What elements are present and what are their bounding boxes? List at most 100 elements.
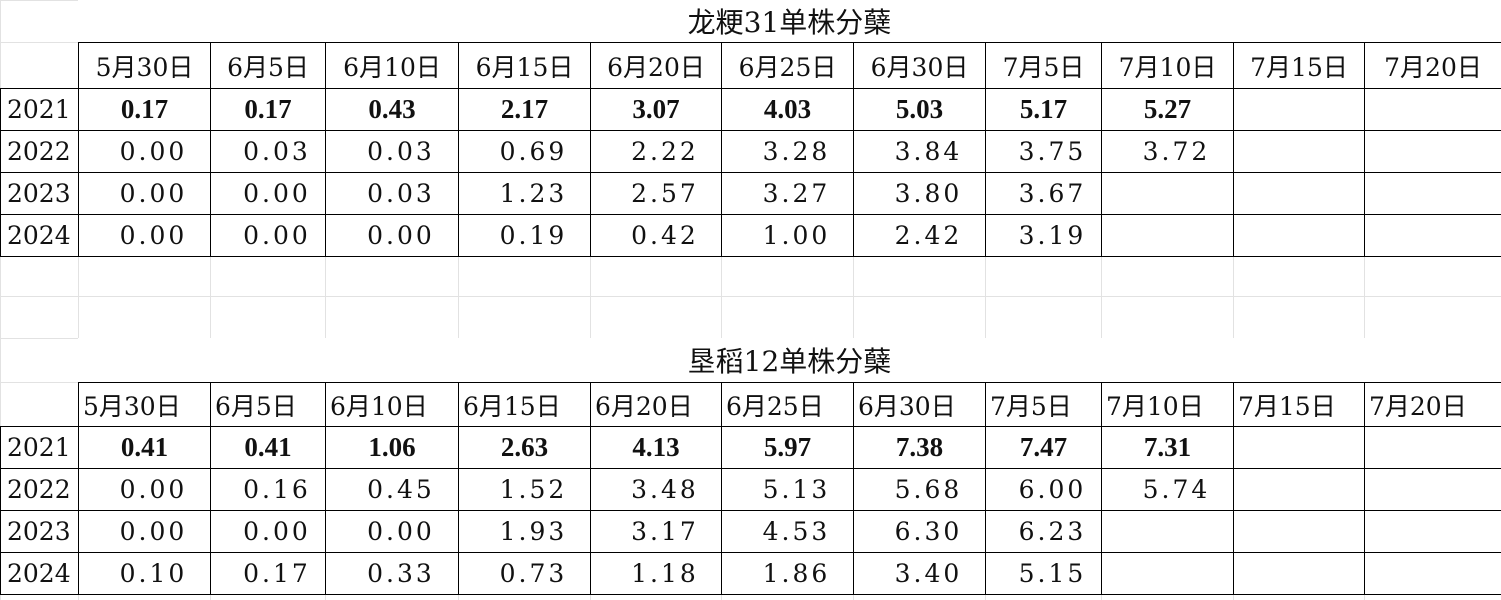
column-header: 6月30日 [853,42,986,89]
column-header: 5月30日 [78,382,211,427]
value-cell: 3.28 [721,130,854,173]
empty-cell [1233,130,1365,173]
column-header: 6月20日 [590,382,722,427]
empty-cell [1233,552,1365,595]
column-header: 6月25日 [721,382,854,427]
empty-cell [1101,552,1234,595]
empty-cell [1364,88,1501,131]
value-cell: 5.97 [721,426,854,469]
row-year: 2024 [0,214,79,257]
value-cell: 6.23 [985,510,1102,553]
table-title: 垦稻12单株分蘖 [78,338,1501,382]
empty-cell [1364,214,1501,257]
column-header: 6月5日 [210,382,326,427]
value-cell: 0.00 [325,510,459,553]
column-header: 7月15日 [1233,382,1365,427]
value-cell: 0.00 [78,214,211,257]
value-cell: 0.00 [78,130,211,173]
value-cell: 7.47 [985,426,1102,469]
value-cell: 3.07 [590,88,722,131]
column-header: 6月20日 [590,42,722,89]
value-cell: 0.00 [210,510,326,553]
value-cell: 2.42 [853,214,986,257]
value-cell: 5.27 [1101,88,1234,131]
value-cell: 3.84 [853,130,986,173]
value-cell: 1.06 [325,426,459,469]
value-cell: 3.75 [985,130,1102,173]
row-year: 2021 [0,426,79,469]
empty-cell [1101,172,1234,215]
empty-cell [1364,130,1501,173]
empty-cell [1364,172,1501,215]
value-cell: 0.19 [458,214,591,257]
value-cell: 1.00 [721,214,854,257]
value-cell: 3.48 [590,468,722,511]
empty-cell [1233,426,1365,469]
empty-cell [1364,426,1501,469]
column-header: 7月10日 [1101,382,1234,427]
value-cell: 6.00 [985,468,1102,511]
value-cell: 4.53 [721,510,854,553]
value-cell: 3.17 [590,510,722,553]
table-title: 龙粳31单株分蘖 [78,0,1501,42]
column-header: 6月10日 [325,382,459,427]
grid-line [0,296,1501,297]
value-cell: 0.00 [210,172,326,215]
value-cell: 0.16 [210,468,326,511]
value-cell: 4.03 [721,88,854,131]
value-cell: 5.03 [853,88,986,131]
value-cell: 2.22 [590,130,722,173]
value-cell: 4.13 [590,426,722,469]
grid-line [210,0,211,600]
grid-line [458,0,459,600]
grid-line [78,0,79,600]
value-cell: 5.17 [985,88,1102,131]
value-cell: 5.74 [1101,468,1234,511]
grid-line [325,0,326,600]
row-year: 2023 [0,172,79,215]
column-header: 7月10日 [1101,42,1234,89]
row-year: 2024 [0,552,79,595]
empty-cell [1233,172,1365,215]
grid-line [0,0,1,600]
empty-cell [1101,510,1234,553]
value-cell: 0.45 [325,468,459,511]
value-cell: 0.73 [458,552,591,595]
value-cell: 0.00 [210,214,326,257]
grid-line [853,0,854,600]
value-cell: 2.63 [458,426,591,469]
value-cell: 0.03 [325,130,459,173]
column-header: 6月25日 [721,42,854,89]
value-cell: 7.31 [1101,426,1234,469]
empty-cell [1233,88,1365,131]
value-cell: 2.57 [590,172,722,215]
value-cell: 0.17 [78,88,211,131]
column-header: 7月20日 [1364,42,1501,89]
value-cell: 0.00 [78,468,211,511]
value-cell: 6.30 [853,510,986,553]
grid-line [1233,0,1234,600]
empty-cell [1364,468,1501,511]
value-cell: 7.38 [853,426,986,469]
value-cell: 0.03 [325,172,459,215]
column-header: 6月30日 [853,382,986,427]
value-cell: 0.41 [78,426,211,469]
value-cell: 0.69 [458,130,591,173]
grid-line [590,0,591,600]
grid-line [985,0,986,600]
value-cell: 1.93 [458,510,591,553]
column-header: 6月5日 [210,42,326,89]
value-cell: 0.43 [325,88,459,131]
value-cell: 3.27 [721,172,854,215]
value-cell: 0.00 [78,172,211,215]
value-cell: 1.23 [458,172,591,215]
value-cell: 5.15 [985,552,1102,595]
row-year: 2022 [0,130,79,173]
empty-cell [1364,552,1501,595]
value-cell: 0.00 [325,214,459,257]
empty-cell [1233,510,1365,553]
value-cell: 0.00 [78,510,211,553]
value-cell: 3.40 [853,552,986,595]
empty-cell [1233,214,1365,257]
